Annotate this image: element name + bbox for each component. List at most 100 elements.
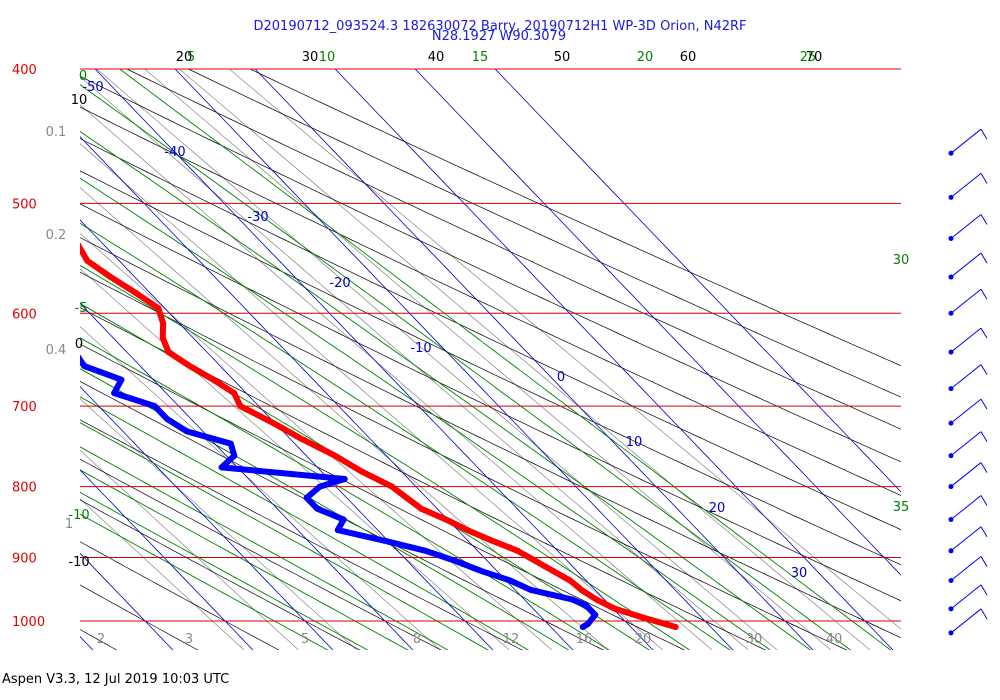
wind-barb-flag bbox=[980, 252, 988, 264]
dewpoint-point bbox=[583, 602, 590, 609]
dewpoint-point bbox=[1, 325, 7, 331]
pressure-label-800: 800 bbox=[12, 481, 37, 496]
wind-barb bbox=[948, 364, 988, 392]
dry-adiabat-label: 20 bbox=[176, 50, 193, 65]
wind-barb-staff bbox=[950, 172, 982, 198]
moist-adiabat-label: 10 bbox=[319, 50, 336, 65]
mixing-ratio-line bbox=[80, 498, 245, 650]
wind-barb-staff bbox=[950, 526, 982, 552]
dry-adiabat-line bbox=[80, 584, 199, 650]
dry-adiabat-label: 30 bbox=[302, 50, 319, 65]
temperature-point bbox=[80, 242, 81, 247]
isotherm-line bbox=[254, 69, 814, 650]
temperature-point bbox=[107, 274, 114, 281]
dewpoint-point bbox=[452, 557, 459, 564]
moist-adiabat-label: 25 bbox=[800, 50, 817, 65]
dry-adiabat-line bbox=[80, 203, 901, 602]
wind-barb-flag bbox=[980, 364, 988, 375]
dewpoint-point bbox=[118, 376, 125, 383]
wind-barb bbox=[948, 608, 988, 636]
isotherm-line bbox=[80, 302, 414, 650]
wind-barb bbox=[948, 327, 988, 355]
moist-adiabat-line bbox=[80, 222, 731, 650]
temperature-point bbox=[0, 163, 3, 169]
temperature-point bbox=[299, 436, 306, 443]
wind-barb-staff bbox=[950, 252, 982, 278]
mixing-ratio-label: 8 bbox=[413, 632, 421, 647]
temperature-point bbox=[611, 605, 618, 612]
mixing-ratio-label: 16 bbox=[576, 632, 593, 647]
dewpoint-point bbox=[231, 452, 238, 459]
dry-adiabat-line bbox=[187, 69, 901, 398]
temperature-point bbox=[270, 420, 277, 427]
temperature-label: 30 bbox=[746, 632, 763, 647]
dry-adiabat-label: 10 bbox=[71, 93, 88, 108]
wind-barb-staff bbox=[950, 495, 982, 520]
dewpoint-point bbox=[340, 516, 347, 523]
wind-barb-staff bbox=[950, 398, 982, 424]
dewpoint-point bbox=[151, 403, 158, 410]
dewpoint-point bbox=[584, 621, 591, 627]
sounding-profiles bbox=[0, 163, 679, 630]
mixing-ratio-line bbox=[80, 268, 510, 650]
dewpoint-point bbox=[380, 537, 387, 544]
temperature-point bbox=[418, 505, 425, 512]
temperature-point bbox=[159, 334, 166, 341]
moist-adiabat-line bbox=[80, 446, 449, 650]
temperature-point bbox=[464, 527, 471, 534]
pressure-label-1000: 1000 bbox=[12, 615, 45, 630]
temperature-point bbox=[532, 557, 539, 564]
isotherm-line bbox=[80, 469, 254, 650]
wind-barb-flag bbox=[980, 584, 988, 596]
wind-barb-flag bbox=[980, 214, 988, 225]
wind-barb bbox=[948, 526, 988, 554]
dry-adiabat-label: -10 bbox=[68, 555, 89, 570]
isotherm-line bbox=[94, 69, 654, 650]
wind-barb-staff bbox=[950, 431, 982, 457]
mixing-ratio-line bbox=[144, 69, 832, 650]
isotherm-label: -40 bbox=[164, 145, 185, 160]
moist-adiabat-line bbox=[80, 302, 651, 650]
dewpoint-point bbox=[341, 476, 348, 482]
temperature-point bbox=[443, 516, 449, 523]
moist-adiabat-label: 20 bbox=[637, 50, 654, 65]
isobars bbox=[80, 68, 901, 622]
wind-barb bbox=[948, 584, 988, 612]
mixing-ratio-label: 20 bbox=[635, 632, 652, 647]
isotherm-label: 10 bbox=[626, 435, 643, 450]
dewpoint-profile bbox=[80, 354, 599, 630]
moist-adiabat-line bbox=[80, 513, 329, 650]
wind-barb-flag bbox=[980, 556, 988, 567]
dry-adiabat-line bbox=[80, 237, 901, 639]
pressure-label-600: 600 bbox=[12, 307, 37, 322]
chart-location: N28.1927 W90.3079 bbox=[431, 29, 567, 44]
wind-barb-flag bbox=[980, 128, 988, 140]
isotherm-line bbox=[80, 386, 334, 650]
temperature-point bbox=[578, 587, 585, 594]
dry-adiabat-label: 60 bbox=[680, 50, 697, 65]
wind-barb bbox=[948, 556, 988, 584]
temperature-point bbox=[403, 494, 410, 501]
dry-adiabat-line bbox=[80, 380, 604, 650]
wind-barb bbox=[948, 288, 988, 316]
wind-barb-flag bbox=[980, 462, 988, 473]
mixing-ratio-label: 3 bbox=[185, 632, 193, 647]
mixing-ratio-label: 0.1 bbox=[46, 125, 67, 140]
dewpoint-point bbox=[184, 428, 190, 435]
isotherm-label: -10 bbox=[410, 341, 431, 356]
wind-barb-staff bbox=[950, 214, 982, 239]
temperature-point bbox=[84, 257, 91, 264]
mixing-ratio-label: 0.2 bbox=[46, 228, 67, 243]
isotherm-label: 0 bbox=[557, 370, 565, 385]
temperature-point bbox=[186, 363, 193, 370]
pressure-label-900: 900 bbox=[12, 552, 37, 567]
dewpoint-point bbox=[507, 577, 514, 584]
temperature-point bbox=[237, 403, 244, 410]
isotherm-line bbox=[334, 69, 894, 650]
isotherm-label: 30 bbox=[791, 566, 808, 581]
moist-adiabat-line bbox=[80, 396, 530, 650]
wind-barbs bbox=[948, 128, 988, 636]
dry-adiabat-line bbox=[80, 138, 901, 531]
footer-version: Aspen V3.3, 12 Jul 2019 10:03 UTC bbox=[2, 672, 230, 687]
dry-adiabat-label: 50 bbox=[554, 50, 571, 65]
